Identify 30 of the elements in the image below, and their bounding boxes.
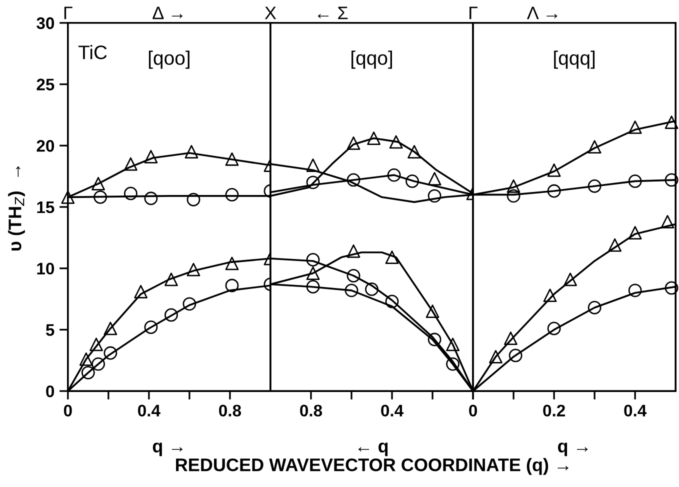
x-tick-label: 0.8 [219, 404, 242, 416]
y-tick-label: 5 [46, 324, 54, 336]
x-tick-label: 0.2 [543, 404, 565, 416]
text: Γ [64, 6, 72, 20]
x-tick-label: 0.4 [624, 404, 647, 416]
x-tick-label: 0.4 [138, 404, 160, 416]
text: Γ [470, 6, 478, 20]
y-tick-label: 30 [36, 17, 54, 30]
x-axis-title: q → [152, 442, 183, 456]
x-tick-label: 0.8 [300, 404, 322, 416]
y-tick-label: 15 [37, 202, 54, 214]
annotation: TiC [78, 44, 107, 60]
text: [qoo] [148, 50, 190, 69]
y-tick-label: 0 [46, 385, 54, 398]
text: [qqo] [352, 50, 392, 69]
text: REDUCED WAVEVECTOR COORDINATE (q) → [176, 458, 568, 475]
y-tick-label: 20 [36, 140, 54, 152]
x-axis-title: ← q [358, 442, 388, 456]
y-tick-label: 10 [37, 262, 54, 275]
text: ← Σ [318, 6, 348, 20]
x-tick-label: 0.4 [381, 404, 404, 416]
text: Λ → [526, 6, 558, 20]
text: X [264, 6, 276, 20]
x-axis-title: q → [558, 442, 588, 456]
x-tick-label: 0 [64, 404, 72, 416]
text: [qqq] [554, 50, 595, 69]
x-tick-label: 0 [469, 404, 477, 416]
y-tick-label: 25 [36, 78, 54, 90]
y-axis-title: υ (TH$_{Z}$) → [8, 166, 25, 250]
text: Δ → [152, 6, 183, 20]
